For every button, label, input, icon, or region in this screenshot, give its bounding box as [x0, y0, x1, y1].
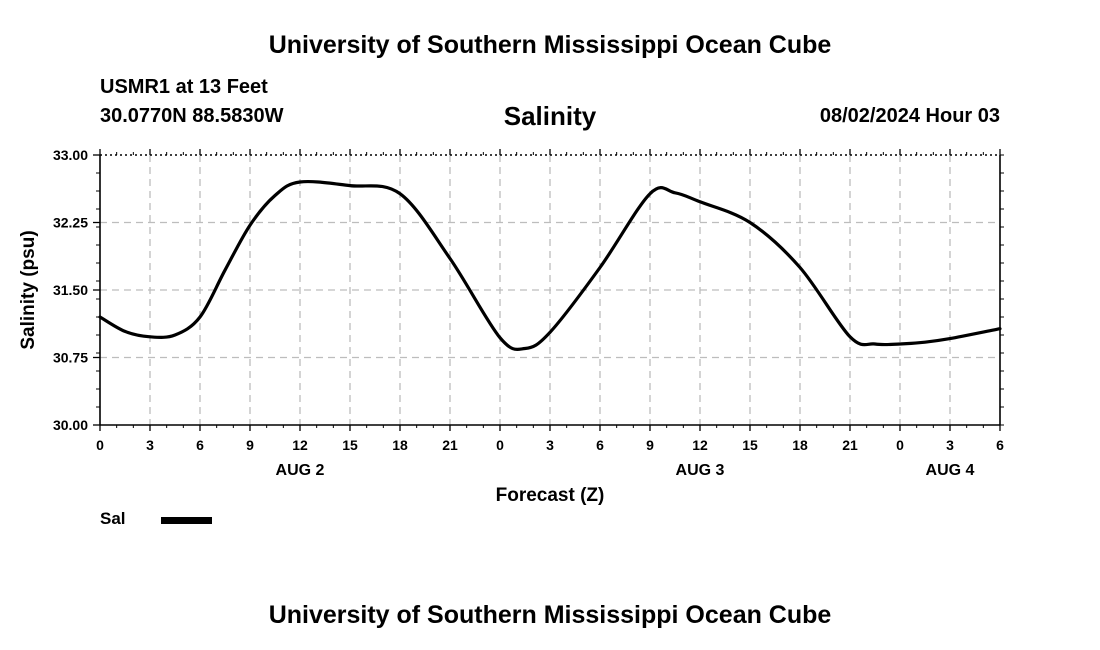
x-tick-label: 0 — [896, 437, 904, 453]
chart-title: Salinity — [503, 101, 597, 131]
x-tick-label: 3 — [146, 437, 154, 453]
x-tick-label: 15 — [742, 437, 758, 453]
x-tick-label: 21 — [442, 437, 458, 453]
axis-layer — [93, 149, 1004, 431]
x-date-label: AUG 2 — [276, 462, 325, 479]
x-tick-label: 18 — [792, 437, 808, 453]
y-tick-label: 30.75 — [53, 350, 88, 366]
x-tick-label: 9 — [646, 437, 654, 453]
x-tick-label: 12 — [292, 437, 308, 453]
x-tick-label: 18 — [392, 437, 408, 453]
grid-layer — [100, 155, 1000, 425]
label-layer: 30.00 30.75 31.50 32.25 33.00 0 3 6 9 12 15 18 21 0 3 6… — [18, 147, 1004, 506]
x-tick-label: 21 — [842, 437, 858, 453]
legend-line-swatch — [161, 517, 212, 524]
x-date-label: AUG 4 — [926, 462, 975, 479]
x-tick-label: 0 — [496, 437, 504, 453]
datetime-label: 08/02/2024 Hour 03 — [819, 105, 1000, 127]
x-date-label: AUG 3 — [676, 462, 725, 479]
y-tick-label: 30.00 — [53, 417, 88, 433]
x-tick-label: 6 — [996, 437, 1004, 453]
x-axis-title: Forecast (Z) — [496, 485, 605, 506]
x-tick-label: 12 — [692, 437, 708, 453]
series-line-sal — [98, 179, 1002, 352]
y-tick-label: 31.50 — [53, 282, 88, 298]
y-tick-label: 33.00 — [53, 147, 88, 163]
y-axis-title: Salinity (psu) — [18, 230, 39, 349]
x-tick-label: 9 — [246, 437, 254, 453]
station-label: USMR1 at 13 Feet — [100, 76, 268, 98]
series-layer — [98, 179, 1002, 352]
x-tick-label: 6 — [596, 437, 604, 453]
salinity-chart: 30.00 30.75 31.50 32.25 33.00 0 3 6 9 12 15 18 21 0 3 6… — [18, 147, 1004, 506]
footer-title: University of Southern Mississippi Ocean… — [268, 601, 832, 629]
y-tick-label: 32.25 — [53, 215, 88, 231]
page-title: University of Southern Mississippi Ocean… — [268, 31, 832, 59]
x-tick-label: 3 — [946, 437, 954, 453]
x-tick-label: 0 — [96, 437, 104, 453]
x-tick-label: 6 — [196, 437, 204, 453]
coordinates-label: 30.0770N 88.5830W — [100, 105, 284, 127]
legend-label: Sal — [100, 509, 126, 528]
x-tick-label: 15 — [342, 437, 358, 453]
x-tick-label: 3 — [546, 437, 554, 453]
